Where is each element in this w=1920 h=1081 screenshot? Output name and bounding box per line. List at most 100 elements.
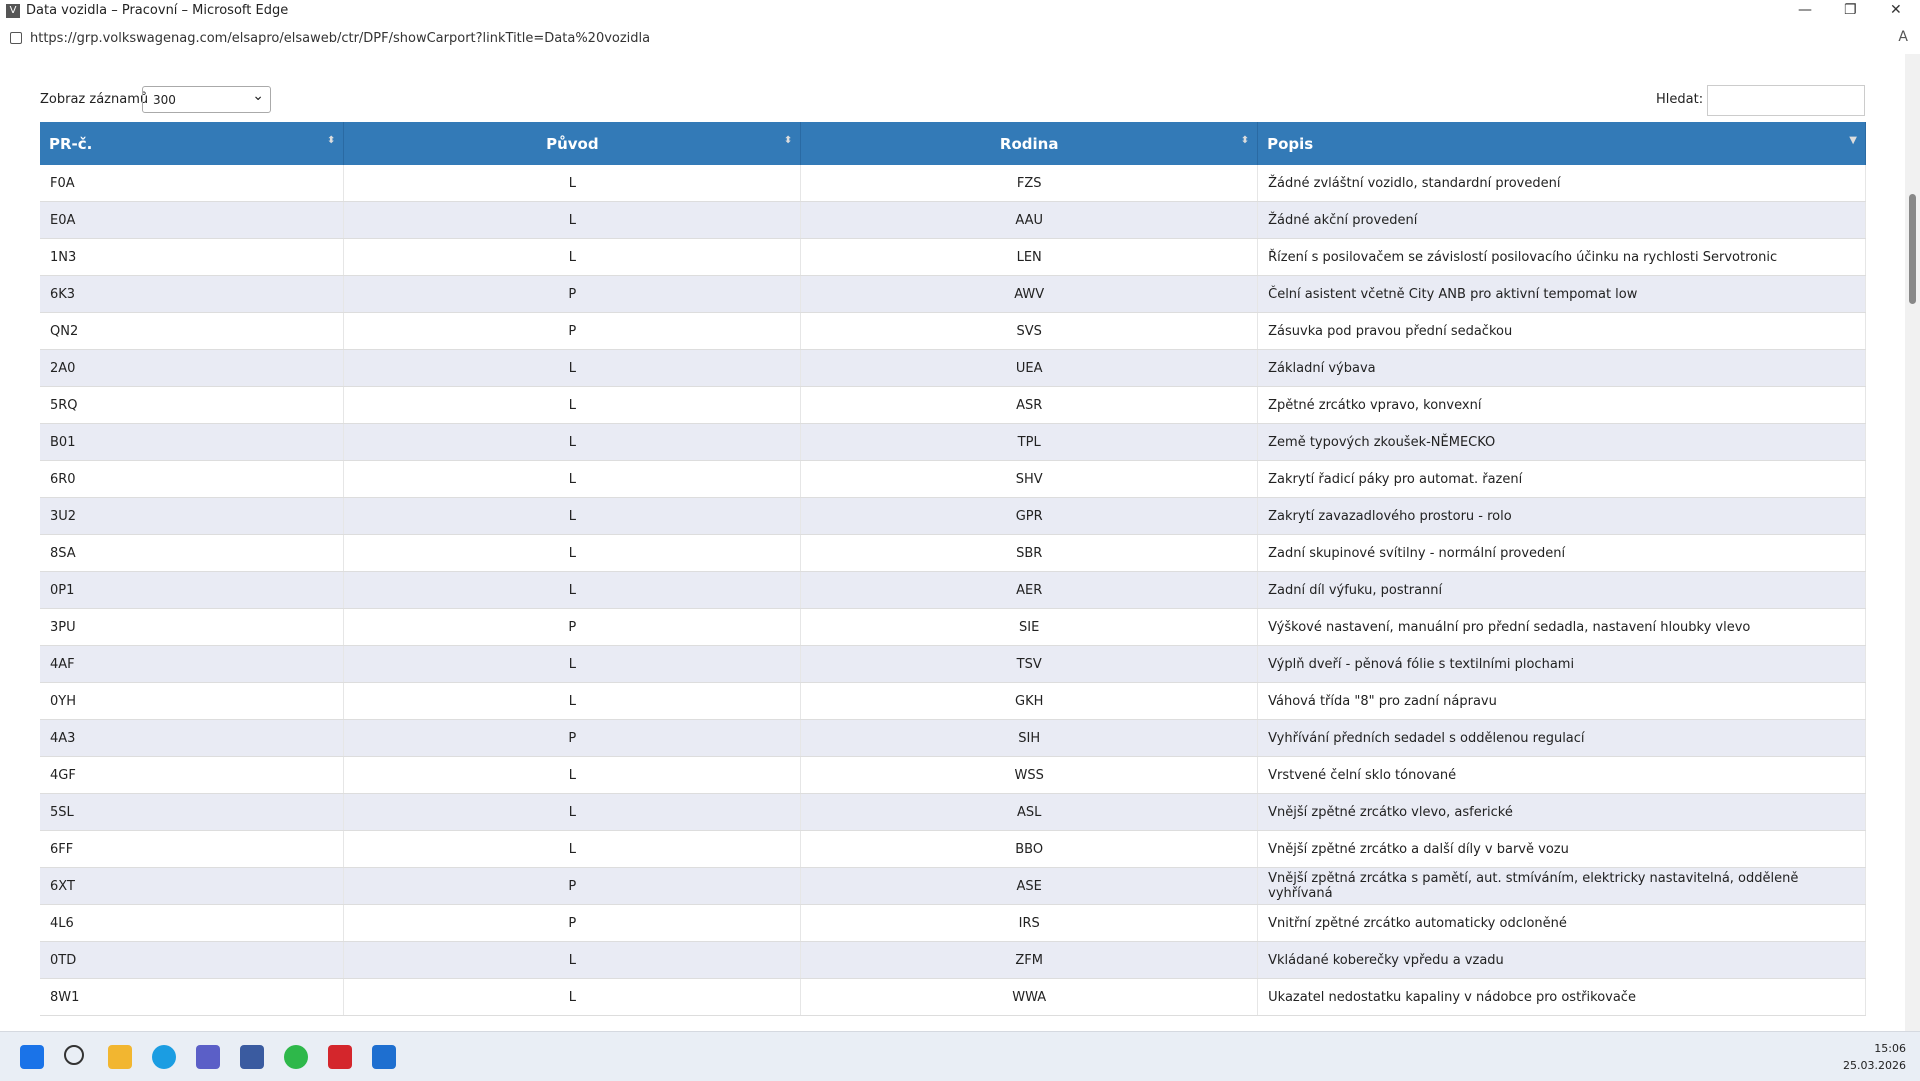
table-cell: SIH (800, 719, 1259, 757)
table-cell: UEA (800, 349, 1259, 387)
header-text: PR-č. (49, 134, 93, 153)
table-row: 4GF L WSS Vrstvené čelní sklo tónované (40, 756, 1866, 794)
scroll-thumb[interactable] (1909, 194, 1916, 304)
explorer-icon[interactable] (108, 1045, 132, 1069)
table-cell: L (343, 830, 802, 868)
table-cell: L (343, 534, 802, 572)
table-cell: 3PU (40, 608, 345, 646)
table-cell: L (343, 238, 802, 276)
table-row: 0TD L ZFM Vkládané koberečky vpředu a vzadu (40, 941, 1866, 979)
table-cell: Zpětné zrcátko vpravo, konvexní (1257, 386, 1866, 424)
table-cell: 4GF (40, 756, 345, 794)
table-cell: L (343, 165, 802, 202)
table-cell: 1N3 (40, 238, 345, 276)
table-cell: P (343, 719, 802, 757)
table-cell: L (343, 645, 802, 683)
show-label: Zobraz záznamů (40, 92, 149, 107)
search-input[interactable] (1707, 85, 1865, 116)
table-cell: TPL (800, 423, 1259, 461)
table-cell: L (343, 756, 802, 794)
table-cell: ASE (800, 867, 1259, 905)
table-cell: AAU (800, 201, 1259, 239)
table-cell: L (343, 682, 802, 720)
table-cell: Vnější zpětná zrcátka s pamětí, aut. stm… (1257, 867, 1866, 905)
table-row: 0P1 L AER Zadní díl výfuku, postranní (40, 571, 1866, 609)
sort-icon: ▼ (1849, 135, 1857, 146)
table-cell: QN2 (40, 312, 345, 350)
table-row: 1N3 L LEN Řízení s posilovačem se závislost… (40, 238, 1866, 276)
minimize-button[interactable]: — (1798, 2, 1812, 18)
table-cell: IRS (800, 904, 1259, 942)
table-cell: AER (800, 571, 1259, 609)
table-cell: Výplň dveří - pěnová fólie s textilními … (1257, 645, 1866, 683)
scrollbar[interactable] (1905, 54, 1920, 1031)
table-cell: LEN (800, 238, 1259, 276)
table-cell: GPR (800, 497, 1259, 535)
table-row: 6K3 P AWV Čelní asistent včetně City ANB pr… (40, 275, 1866, 313)
edge-icon[interactable] (152, 1045, 176, 1069)
teams-icon[interactable] (196, 1045, 220, 1069)
table-row: 4L6 P IRS Vnitřní zpětné zrcátko automatick… (40, 904, 1866, 942)
app-icon: V (6, 4, 20, 18)
table-cell: Vkládané koberečky vpředu a vzadu (1257, 941, 1866, 979)
page-size-select[interactable]: 300 (142, 83, 271, 113)
table-cell: Země typových zkoušek-NĚMECKO (1257, 423, 1866, 461)
table-row: 8W1 L WWA Ukazatel nedostatku kapaliny v ná… (40, 978, 1866, 1016)
restore-button[interactable]: ❐ (1844, 2, 1857, 18)
header-text: Popis (1267, 134, 1314, 153)
search-button[interactable] (64, 1045, 84, 1065)
table-row: 6R0 L SHV Zakrytí řadicí páky pro automat. … (40, 460, 1866, 498)
content: Zobraz záznamů 300 Hledat: PR-č.⬍Původ⬍R… (0, 54, 1905, 1031)
header-text: Původ (546, 134, 599, 153)
table-cell: F0A (40, 165, 345, 202)
column-header[interactable]: Popis ▼ (1257, 122, 1866, 165)
app-icon[interactable] (284, 1045, 308, 1069)
app-icon[interactable] (372, 1045, 396, 1069)
read-aloud-icon[interactable]: A (1898, 29, 1908, 45)
table-cell: Ukazatel nedostatku kapaliny v nádobce p… (1257, 978, 1866, 1016)
table-row: E0A L AAU Žádné akční provedení (40, 201, 1866, 239)
table-cell: 4L6 (40, 904, 345, 942)
header-row: PR-č. ⬍ Původ ⬍ Rodina ⬍ Popis ▼ (40, 122, 1866, 165)
table-row: QN2 P SVS Zásuvka pod pravou přední sedačko… (40, 312, 1866, 350)
table-cell: Zásuvka pod pravou přední sedačkou (1257, 312, 1866, 350)
table-cell: 6R0 (40, 460, 345, 498)
column-header[interactable]: Rodina ⬍ (800, 122, 1259, 165)
table-cell: 6FF (40, 830, 345, 868)
table-cell: 6K3 (40, 275, 345, 313)
column-header[interactable]: PR-č. ⬍ (40, 122, 345, 165)
table-cell: P (343, 867, 802, 905)
table-cell: Vnitřní zpětné zrcátko automaticky odclo… (1257, 904, 1866, 942)
table-row: 6FF L BBO Vnější zpětné zrcátko a další díl… (40, 830, 1866, 868)
table-cell: L (343, 460, 802, 498)
close-button[interactable]: ✕ (1890, 2, 1902, 18)
table-cell: 0P1 (40, 571, 345, 609)
header-text: Rodina (999, 134, 1059, 153)
table-cell: 2A0 (40, 349, 345, 387)
taskbar: 15:06 25.03.2026 (0, 1031, 1920, 1081)
lock-icon (10, 32, 22, 44)
table-cell: P (343, 312, 802, 350)
clock-date[interactable]: 25.03.2026 (1843, 1059, 1906, 1072)
start-button[interactable] (20, 1045, 44, 1069)
table-cell: 3U2 (40, 497, 345, 535)
acrobat-icon[interactable] (328, 1045, 352, 1069)
table-cell: WSS (800, 756, 1259, 794)
table-cell: Výškové nastavení, manuální pro přední s… (1257, 608, 1866, 646)
table-cell: L (343, 793, 802, 831)
data-table: PR-č. ⬍ Původ ⬍ Rodina ⬍ Popis ▼ F0A L FZS Žádné z… (40, 122, 1866, 1016)
table-cell: Vnější zpětné zrcátko a další díly v bar… (1257, 830, 1866, 868)
table-cell: Váhová třída "8" pro zadní nápravu (1257, 682, 1866, 720)
app-icon[interactable] (240, 1045, 264, 1069)
window-title: Data vozidla – Pracovní – Microsoft Edge (26, 3, 289, 18)
table-cell: Zakrytí zavazadlového prostoru - rolo (1257, 497, 1866, 535)
table-cell: SIE (800, 608, 1259, 646)
table-cell: GKH (800, 682, 1259, 720)
table-cell: L (343, 571, 802, 609)
table-cell: Žádné zvláštní vozidlo, standardní prove… (1257, 165, 1866, 202)
url[interactable]: https://grp.volkswagenag.com/elsapro/els… (30, 31, 651, 46)
column-header[interactable]: Původ ⬍ (343, 122, 802, 165)
clock-time[interactable]: 15:06 (1874, 1042, 1906, 1055)
table-row: 8SA L SBR Zadní skupinové svítilny - normál… (40, 534, 1866, 572)
